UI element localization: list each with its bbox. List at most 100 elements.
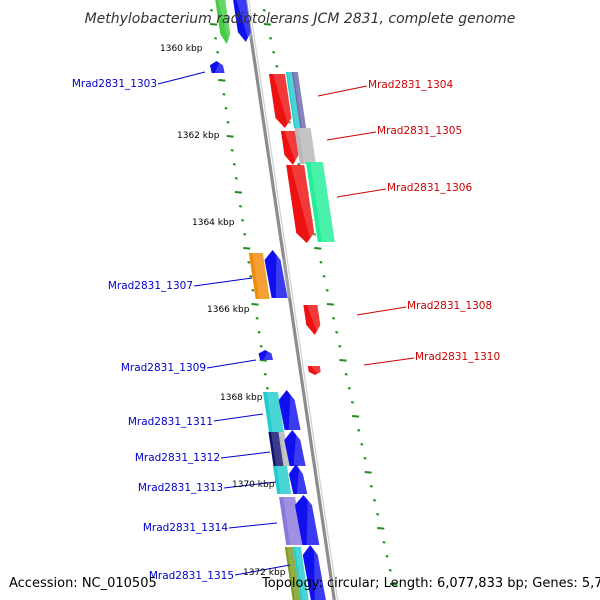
accession-text: Accession: NC_010505	[9, 576, 157, 591]
left-tick-mark	[259, 345, 263, 348]
gene-1304-red-shape	[268, 74, 292, 128]
gene-1315-olive-shape	[284, 547, 301, 600]
left-tick-mark	[243, 233, 247, 236]
left-tick-mark	[251, 289, 255, 292]
gene-1304-navy-shine	[293, 72, 308, 128]
gene-1312-gray-shape	[278, 432, 290, 466]
kbp-label: 1366 kbp	[207, 305, 250, 315]
gene-label-right[interactable]: Mrad2831_1310	[415, 351, 500, 363]
gene-label-right[interactable]: Mrad2831_1304	[368, 79, 453, 91]
right-tick-mark	[332, 317, 336, 320]
right-tick-mark	[335, 331, 339, 334]
gene-top-blue	[233, 0, 255, 42]
gene-label-left[interactable]: Mrad2831_1314	[143, 522, 228, 534]
gene-1307-orange-shape	[248, 253, 270, 299]
gene-label-left[interactable]: Mrad2831_1307	[108, 280, 193, 292]
right-leader-line	[336, 188, 387, 198]
left-tick-mark	[214, 37, 218, 40]
gene-1315-cyan-shape	[292, 547, 309, 600]
gene-1313-blue-shape	[288, 464, 308, 494]
right-tick-mark	[338, 345, 342, 348]
right-tick-mark	[363, 457, 367, 460]
right-tick-mark	[263, 23, 271, 26]
left-tick-mark	[232, 163, 236, 166]
right-tick-mark	[326, 303, 334, 306]
gene-1311-cyan-shape	[262, 392, 284, 432]
gene-label-left[interactable]: Mrad2831_1309	[121, 362, 206, 374]
gene-1306-green-shape	[305, 162, 335, 242]
right-tick-mark	[382, 541, 386, 544]
gene-1312-blue-shine	[293, 430, 310, 466]
gene-top-blue-shape	[233, 0, 251, 42]
right-tick-mark	[389, 583, 397, 586]
gene-label-left[interactable]: Mrad2831_1312	[135, 452, 220, 464]
gene-label-left[interactable]: Mrad2831_1313	[138, 482, 223, 494]
left-tick-mark	[251, 303, 259, 306]
left-tick-mark	[230, 149, 234, 152]
gene-label-left[interactable]: Mrad2831_1303	[72, 78, 157, 90]
gene-1306-red-shape	[286, 165, 315, 243]
left-tick-mark	[265, 387, 269, 390]
gene-1307-blue-shape	[264, 250, 288, 298]
kbp-label: 1370 kbp	[232, 480, 275, 490]
right-tick-mark	[377, 527, 385, 530]
gene-1310-shape	[307, 366, 321, 375]
gene-1313-blue	[288, 464, 311, 494]
right-leader-line	[317, 85, 368, 97]
gene-top-green	[215, 0, 233, 44]
gene-1309	[258, 350, 277, 360]
left-tick-mark	[224, 107, 228, 110]
gene-1306-green-shine	[310, 162, 339, 242]
gene-1311-blue-shape	[278, 390, 301, 430]
gene-1315-blue-shine	[313, 545, 330, 600]
gene-1303-shape	[209, 61, 225, 73]
left-tick-mark	[257, 331, 261, 334]
right-tick-mark	[319, 261, 323, 264]
gene-top-green-shape	[215, 0, 231, 44]
right-tick-mark	[360, 443, 364, 446]
left-tick-mark	[249, 275, 253, 278]
left-tick-mark	[259, 359, 267, 362]
kbp-label: 1362 kbp	[177, 131, 220, 141]
left-tick-mark	[239, 205, 242, 208]
left-leader-line	[193, 277, 253, 287]
map-title: Methylobacterium radiotolerans JCM 2831,…	[85, 11, 516, 27]
gene-1304-cyan-shine	[287, 72, 302, 128]
gene-label-right[interactable]: Mrad2831_1308	[407, 300, 492, 312]
gene-1315-cyan	[292, 547, 311, 600]
right-tick-mark	[347, 387, 351, 390]
right-tick-mark	[297, 163, 301, 166]
left-tick-mark	[209, 9, 213, 12]
gene-1303-shine	[214, 61, 228, 73]
gene-1305-red-shape	[280, 131, 299, 165]
gene-1311-blue-shine	[288, 390, 305, 430]
right-leader-line	[326, 131, 377, 141]
gene-1304-cyan	[285, 72, 302, 128]
topology-text: Topology: circular; Length: 6,077,833 bp…	[261, 576, 600, 591]
gene-1314-blue-shine	[306, 495, 324, 545]
kbp-label: 1368 kbp	[220, 393, 263, 403]
gene-1304-cyan-shape	[285, 72, 301, 128]
right-tick-mark	[322, 275, 326, 278]
gene-label-right[interactable]: Mrad2831_1306	[387, 182, 472, 194]
gene-1312-blue-shape	[284, 430, 306, 466]
gene-1309-shape	[258, 350, 274, 360]
right-tick-mark	[376, 513, 380, 516]
gene-1310	[307, 366, 324, 375]
right-tick-mark	[388, 569, 392, 572]
right-tick-mark	[385, 555, 389, 558]
gene-1306-green	[305, 162, 339, 242]
left-tick-mark	[218, 79, 226, 82]
gene-1314-blue	[294, 495, 324, 545]
left-tick-mark	[247, 261, 251, 264]
left-leader-line	[157, 71, 206, 85]
right-tick-mark	[352, 415, 360, 418]
gene-label-right[interactable]: Mrad2831_1305	[377, 125, 462, 137]
kbp-label: 1364 kbp	[192, 218, 235, 228]
gene-label-left[interactable]: Mrad2831_1315	[149, 570, 234, 582]
gene-label-left[interactable]: Mrad2831_1311	[128, 416, 213, 428]
gene-1315-cyan-shine	[294, 547, 311, 600]
left-tick-mark	[255, 317, 259, 320]
gene-1312-blue	[284, 430, 310, 466]
backbone-highlight	[248, 0, 339, 600]
